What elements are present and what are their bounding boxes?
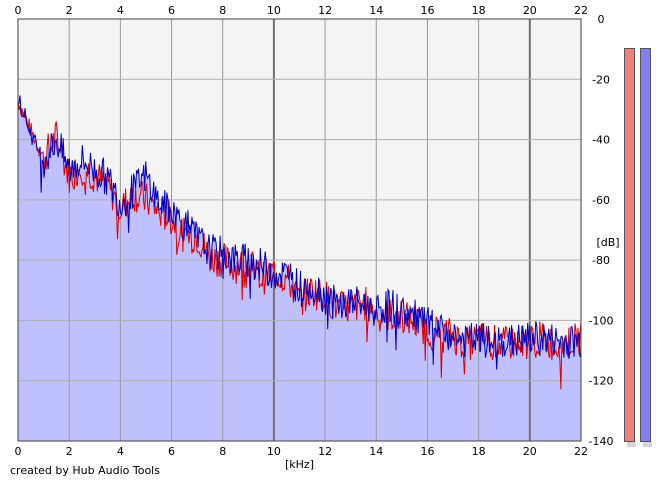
right-channel-level-meter [640, 48, 652, 447]
x-tick-label-top: 14 [369, 4, 383, 17]
x-tick-label-bottom: 6 [168, 445, 175, 458]
x-tick-label-top: 0 [15, 4, 22, 17]
x-tick-label-bottom: 16 [420, 445, 434, 458]
x-tick-label-top: 16 [420, 4, 434, 17]
right-channel-line [17, 95, 582, 370]
x-tick-label-top: 22 [574, 4, 588, 17]
x-tick-label-bottom: 14 [369, 445, 383, 458]
x-tick-label-bottom: 0 [15, 445, 22, 458]
y-tick-label: -140 [589, 435, 614, 448]
y-tick-label: -80 [592, 254, 610, 267]
y-tick-label: -40 [592, 134, 610, 147]
x-tick-label-bottom: 20 [523, 445, 537, 458]
y-tick-label: -60 [592, 194, 610, 207]
y-tick-label: -20 [592, 73, 610, 86]
plot-frame [17, 18, 582, 442]
x-tick-label-bottom: 18 [472, 445, 486, 458]
x-tick-label-top: 10 [267, 4, 281, 17]
x-tick-label-bottom: 22 [574, 445, 588, 458]
x-tick-label-bottom: 4 [117, 445, 124, 458]
y-tick-label: -100 [589, 314, 614, 327]
x-axis-label: [kHz] [285, 458, 314, 471]
left-channel-level-meter [624, 48, 636, 447]
y-tick-label: 0 [598, 13, 605, 26]
credit-text: created by Hub Audio Tools [10, 464, 160, 477]
x-tick-label-top: 18 [472, 4, 486, 17]
y-tick-label: -120 [589, 375, 614, 388]
y-axis-label: [dB] [596, 236, 619, 249]
x-tick-label-top: 12 [318, 4, 332, 17]
x-tick-label-bottom: 2 [66, 445, 73, 458]
x-tick-label-bottom: 8 [219, 445, 226, 458]
x-tick-label-bottom: 12 [318, 445, 332, 458]
x-tick-label-top: 20 [523, 4, 537, 17]
x-tick-label-top: 2 [66, 4, 73, 17]
spectrum-fill-area [18, 95, 581, 441]
x-tick-label-top: 6 [168, 4, 175, 17]
x-tick-label-top: 4 [117, 4, 124, 17]
x-tick-label-top: 8 [219, 4, 226, 17]
x-tick-label-bottom: 10 [267, 445, 281, 458]
